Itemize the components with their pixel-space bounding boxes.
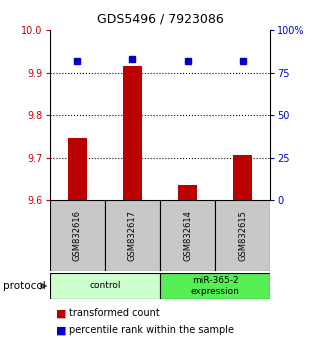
Bar — [123, 66, 142, 200]
Bar — [50, 273, 160, 299]
Text: GDS5496 / 7923086: GDS5496 / 7923086 — [97, 12, 223, 25]
Text: GSM832614: GSM832614 — [183, 210, 192, 261]
Text: transformed count: transformed count — [69, 308, 160, 318]
Bar — [215, 200, 270, 271]
Bar — [160, 200, 215, 271]
Bar — [233, 155, 252, 200]
Text: ■: ■ — [56, 325, 67, 335]
Text: control: control — [89, 281, 121, 290]
Text: ■: ■ — [56, 308, 67, 318]
Bar — [160, 273, 270, 299]
Bar — [68, 138, 87, 200]
Bar — [178, 185, 197, 200]
Bar — [105, 200, 160, 271]
Text: GSM832616: GSM832616 — [73, 210, 82, 261]
Bar — [50, 200, 105, 271]
Text: protocol: protocol — [3, 281, 46, 291]
Text: GSM832615: GSM832615 — [238, 210, 247, 261]
Text: miR-365-2
expression: miR-365-2 expression — [191, 276, 240, 296]
Text: GSM832617: GSM832617 — [128, 210, 137, 261]
Text: percentile rank within the sample: percentile rank within the sample — [69, 325, 234, 335]
